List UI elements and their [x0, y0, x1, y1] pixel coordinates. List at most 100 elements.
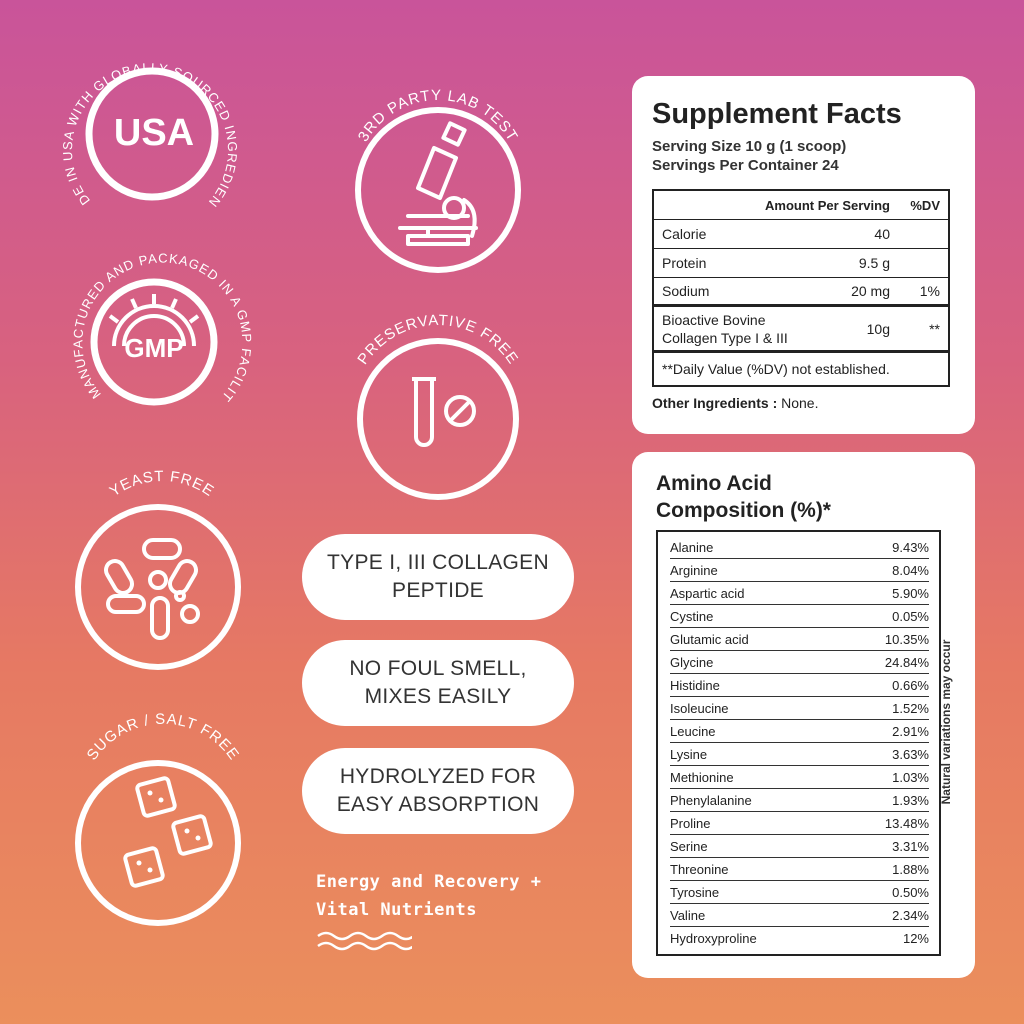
amino-acid-name: Isoleucine	[670, 700, 729, 716]
feature-pill-collagen: TYPE I, III COLLAGEN PEPTIDE	[302, 534, 574, 620]
table-row: Aspartic acid 5.90%	[670, 582, 929, 605]
amino-acid-value: 10.35%	[884, 631, 929, 647]
other-ingredients-value: None.	[781, 395, 819, 411]
sugar-cubes-icon	[123, 776, 213, 888]
amino-acid-value: 12%	[902, 931, 929, 946]
table-row: Leucine 2.91%	[670, 720, 929, 743]
amino-acid-name: Leucine	[670, 723, 716, 739]
amino-acid-name: Histidine	[670, 677, 720, 693]
feature-pill-smell: NO FOUL SMELL, MIXES EASILY	[302, 640, 574, 726]
pill-line: TYPE I, III COLLAGEN	[327, 550, 549, 574]
yeast-arc-text: YEAST FREE	[107, 468, 217, 500]
amino-acid-value: 1.52%	[892, 700, 929, 716]
amino-acid-value: 2.91%	[892, 723, 929, 739]
nutrient-amount: 10g	[866, 320, 890, 337]
table-row: Glutamic acid 10.35%	[670, 628, 929, 651]
nutrient-name: Bioactive Bovine Collagen Type I & III	[662, 311, 830, 347]
table-row: Sodium 20 mg 1%	[654, 278, 948, 307]
usa-badge: MADE IN USA WITH GLOBALLY SOURCED INGRED…	[54, 38, 240, 230]
amino-acid-name: Glutamic acid	[670, 631, 749, 647]
yeast-cells-icon	[104, 538, 200, 640]
tagline-line: Vital Nutrients	[316, 900, 478, 920]
amino-acid-name: Glycine	[670, 654, 714, 670]
table-row: Histidine 0.66%	[670, 674, 929, 697]
table-row: Serine 3.31%	[670, 835, 929, 858]
amino-title-line: Amino Acid	[656, 472, 772, 495]
yeast-free-badge-ring: YEAST FREE	[75, 468, 241, 670]
table-row: Phenylalanine 1.93%	[670, 789, 929, 812]
pill-line: EASY ABSORPTION	[336, 793, 540, 816]
serving-size: Serving Size 10 g (1 scoop)	[652, 138, 847, 155]
table-row: Methionine 1.03%	[670, 766, 929, 789]
servings-per-container: Servings Per Container 24	[652, 157, 839, 174]
amino-acid-value: 3.31%	[892, 838, 929, 854]
pill-line: HYDROLYZED FOR	[339, 764, 537, 788]
amino-acid-value: 1.03%	[892, 769, 929, 785]
sugar-salt-free-badge: SUGAR / SALT FREE	[62, 711, 262, 935]
table-row: Isoleucine 1.52%	[670, 697, 929, 720]
amino-acid-value: 3.63%	[892, 746, 929, 762]
nutrient-name: Calorie	[662, 226, 707, 242]
amino-acid-value: 0.50%	[892, 884, 929, 900]
amino-acid-name: Aspartic acid	[670, 585, 745, 601]
amino-acid-value: 13.48%	[884, 815, 929, 831]
footnote-text: **Daily Value (%DV) not established.	[662, 361, 890, 377]
preservative-free-badge-ring: PRESERVATIVE FREE	[354, 312, 521, 500]
amino-acid-card: Amino Acid Composition (%)* Alanine 9.43%…	[632, 452, 975, 978]
usa-badge-ring: MADE IN USA WITH GLOBALLY SOURCED INGRED…	[54, 38, 239, 210]
table-row: Lysine 3.63%	[670, 743, 929, 766]
test-tube-icon	[412, 377, 436, 447]
amino-acid-name: Tyrosine	[670, 884, 720, 900]
nutrient-amount: 40	[874, 226, 890, 242]
amino-acid-title: Amino Acid Composition (%)*	[656, 470, 951, 524]
amount-header: Amount Per Serving	[765, 197, 890, 213]
preservative-free-badge: PRESERVATIVE FREE	[338, 312, 538, 515]
nutrient-name: Sodium	[662, 283, 710, 299]
table-row: Glycine 24.84%	[670, 651, 929, 674]
tagline: Energy and Recovery + Vital Nutrients	[316, 868, 541, 956]
no-pill-icon	[444, 395, 476, 427]
amino-acid-name: Methionine	[670, 769, 734, 785]
amino-acid-value: 1.93%	[892, 792, 929, 808]
usa-label: USA	[113, 112, 195, 154]
table-row: Tyrosine 0.50%	[670, 881, 929, 904]
amino-acid-name: Arginine	[670, 562, 718, 578]
table-row: Protein 9.5 g	[654, 249, 948, 278]
table-row: Bioactive Bovine Collagen Type I & III 1…	[654, 307, 948, 353]
supplement-facts-card: Supplement Facts Serving Size 10 g (1 sc…	[632, 76, 975, 434]
nutrient-name-line: Bioactive Bovine	[662, 311, 766, 328]
yeast-free-badge: YEAST FREE	[62, 468, 262, 680]
amino-acid-value: 0.05%	[892, 608, 929, 624]
pill-line: NO FOUL SMELL,	[349, 656, 527, 680]
nutrient-dv: 1%	[919, 283, 940, 299]
amino-acid-value: 2.34%	[892, 907, 929, 923]
gear-icon	[108, 294, 200, 347]
table-row: Arginine 8.04%	[670, 559, 929, 582]
sugar-salt-free-badge-ring: SUGAR / SALT FREE	[75, 711, 241, 926]
wave-icon	[317, 931, 412, 951]
nutrient-name: Protein	[662, 255, 707, 271]
amino-acid-value: 8.04%	[892, 562, 929, 578]
lab-test-badge-ring: 3RD PARTY LAB TEST	[355, 87, 521, 273]
dv-header: %DV	[910, 197, 940, 213]
table-row: Calorie 40	[654, 220, 948, 249]
amino-acid-table: Alanine 9.43% Arginine 8.04% Aspartic acid 5.…	[656, 530, 941, 956]
amino-acid-name: Cystine	[670, 608, 714, 624]
amino-acid-name: Alanine	[670, 539, 714, 555]
gmp-label: GMP	[124, 333, 183, 363]
amino-acid-name: Phenylalanine	[670, 792, 752, 808]
amino-acid-value: 0.66%	[892, 677, 929, 693]
tagline-line: Energy and Recovery +	[316, 872, 542, 892]
pill-line: PEPTIDE	[392, 579, 484, 602]
supplement-facts-table: Amount Per Serving %DV Calorie 40 Protei…	[652, 189, 950, 387]
nutrient-dv: **	[929, 320, 940, 337]
lab-test-badge: 3RD PARTY LAB TEST	[338, 87, 538, 290]
table-row: Alanine 9.43%	[670, 536, 929, 559]
amino-acid-name: Serine	[670, 838, 708, 854]
other-ingredients-label: Other Ingredients :	[652, 395, 778, 411]
svg-text:SUGAR / SALT FREE: SUGAR / SALT FREE	[84, 711, 243, 764]
variation-note: Natural variations may occur	[939, 639, 953, 805]
amino-acid-value: 9.43%	[892, 539, 929, 555]
feature-pill-hydrolyzed: HYDROLYZED FOR EASY ABSORPTION	[302, 748, 574, 834]
svg-text:YEAST FREE: YEAST FREE	[107, 468, 218, 500]
